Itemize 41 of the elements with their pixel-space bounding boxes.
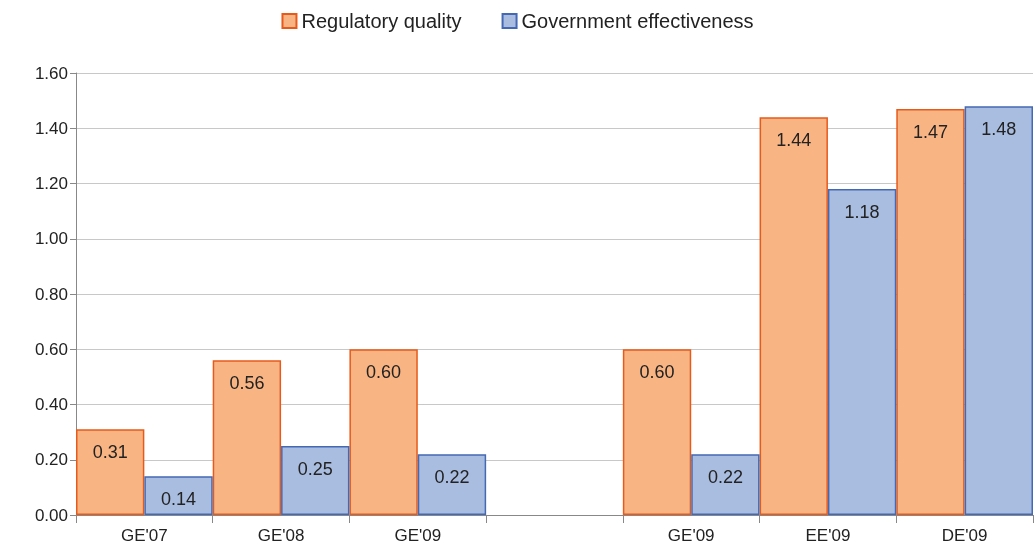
data-label: 0.60 [366,362,402,383]
legend-label: Government effectiveness [521,10,754,32]
bar [144,476,213,515]
bar [417,454,487,515]
x-tick-label: GE'07 [121,526,168,545]
bar [622,349,692,515]
data-label: 0.22 [434,467,470,488]
data-label: 0.56 [229,373,265,394]
bar [349,349,418,515]
data-label: 0.60 [639,362,675,383]
y-tick-label: 0.20 [34,450,68,470]
y-tick-label: 0.60 [34,339,68,359]
y-tick-label: 0.00 [34,505,68,525]
data-label: 1.48 [981,119,1017,140]
data-label: 1.44 [776,130,812,151]
data-label: 0.25 [297,458,333,479]
x-tick-label: GE'09 [667,526,715,545]
x-tick-label: DE'09 [941,526,988,545]
bar [827,189,897,515]
y-tick-label: 1.60 [34,63,68,83]
data-label: 0.22 [707,467,743,488]
x-tick-label: GE'09 [394,526,442,545]
x-tick-label: GE'08 [257,526,305,545]
y-tick-label: 0.40 [34,395,68,414]
data-label: 1.47 [912,121,948,142]
bar [759,117,828,515]
bar [691,454,760,515]
bar [212,360,282,515]
bar [281,445,350,515]
bar [896,108,965,515]
legend-label: Regulatory quality [301,10,462,32]
y-tick-label: 1.20 [34,174,68,193]
data-label: 1.18 [844,202,880,223]
y-tick-label: 1.00 [34,229,68,249]
data-label: 0.14 [161,489,197,510]
y-tick-label: 1.40 [34,118,68,138]
y-tick-label: 0.80 [34,284,68,304]
x-tick-label: EE'09 [805,526,851,545]
data-label: 0.31 [92,442,128,463]
bar [76,429,145,515]
bar [964,106,1033,515]
